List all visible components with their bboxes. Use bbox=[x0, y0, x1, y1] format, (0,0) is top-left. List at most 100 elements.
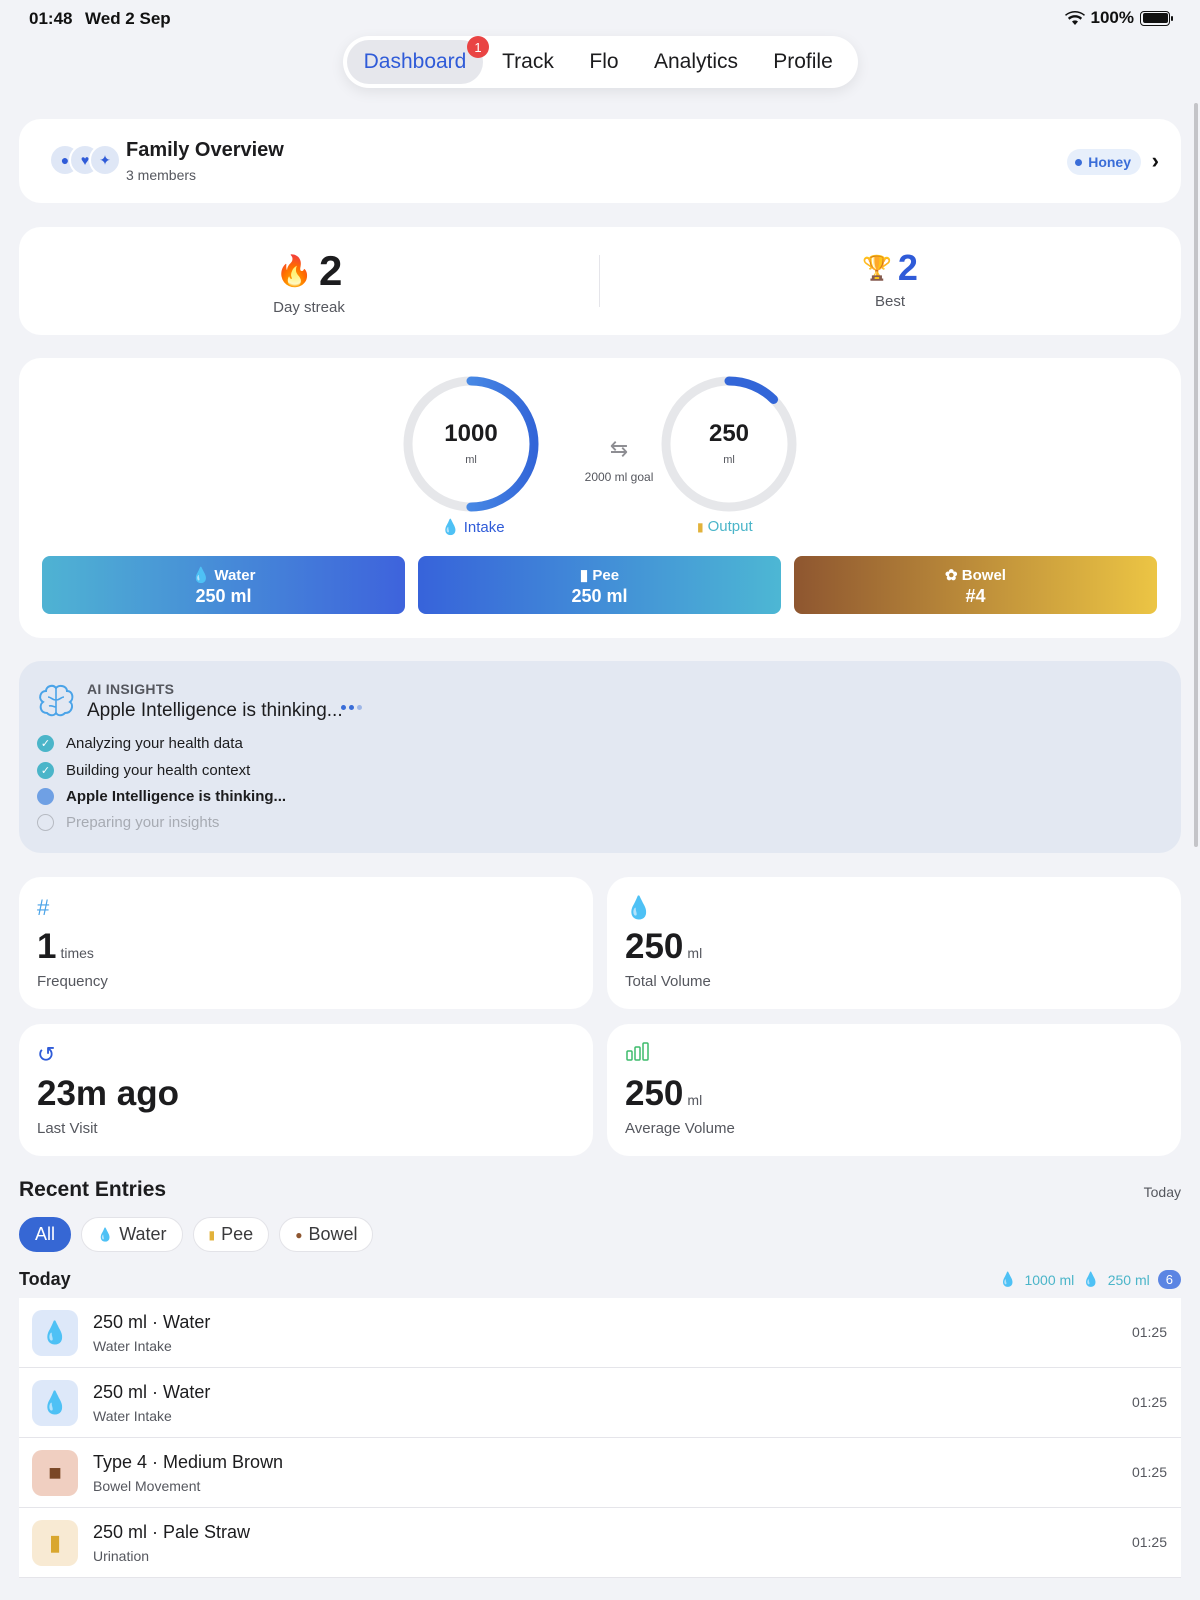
progress-dot-icon bbox=[37, 788, 54, 805]
list-item[interactable]: 💧 250 ml · Water Water Intake 01:25 bbox=[19, 1368, 1181, 1438]
tab-track[interactable]: Track bbox=[483, 40, 573, 84]
wifi-icon bbox=[1064, 10, 1085, 25]
list-item[interactable]: 💧 250 ml · Water Water Intake 01:25 bbox=[19, 1298, 1181, 1368]
tab-label: Flo bbox=[589, 50, 619, 73]
average-volume-label: Average Volume bbox=[625, 1120, 735, 1137]
streak-value: 2 bbox=[319, 247, 343, 294]
entry-subtitle: Water Intake bbox=[93, 1338, 172, 1354]
member-avatars: ● ♥ ✦ bbox=[49, 144, 125, 178]
tab-bar: Dashboard 1 Track Flo Analytics Profile bbox=[343, 36, 858, 88]
frequency-label: Frequency bbox=[37, 973, 108, 990]
sum-intake: 1000 ml bbox=[1024, 1271, 1075, 1288]
streak-card: 🔥 2 Day streak 🏆 2 Best bbox=[19, 227, 1181, 335]
family-title: Family Overview bbox=[126, 139, 284, 161]
drop-icon: 💧 bbox=[625, 895, 653, 920]
flower-icon: ✿ bbox=[945, 567, 958, 584]
fluid-balance-card: 1000 ml 💧 Intake ⇆ 2000 ml goal 250 ml ▮… bbox=[19, 358, 1181, 638]
best-streak: 🏆 2 Best bbox=[790, 247, 990, 310]
bowel-icon: ● bbox=[295, 1227, 303, 1242]
goal-label: 2000 ml goal bbox=[584, 470, 654, 484]
scrollbar[interactable] bbox=[1194, 103, 1198, 847]
intake-label-row: 💧 Intake bbox=[441, 518, 505, 537]
filter-label: Bowel bbox=[308, 1224, 358, 1244]
output-value: 250 bbox=[708, 420, 750, 447]
ai-step: ✓ Analyzing your health data bbox=[37, 735, 243, 752]
status-right: 100% bbox=[1064, 8, 1173, 28]
water-drop-icon: 💧 bbox=[441, 519, 460, 536]
output-unit: ml bbox=[723, 454, 735, 466]
entry-time: 01:25 bbox=[1131, 1464, 1167, 1480]
frequency-value: 1 bbox=[37, 927, 57, 966]
entry-time: 01:25 bbox=[1131, 1394, 1167, 1410]
notification-badge: 1 bbox=[467, 36, 489, 58]
urine-cup-icon: ▮ bbox=[697, 519, 704, 534]
output-label-row: ▮ Output bbox=[697, 518, 753, 535]
bowel-icon: ■ bbox=[32, 1450, 78, 1496]
status-date: Wed 2 Sep bbox=[85, 9, 171, 28]
ai-step: Preparing your insights bbox=[37, 814, 219, 831]
family-overview-card[interactable]: ● ♥ ✦ Family Overview 3 members Honey › bbox=[19, 119, 1181, 203]
filter-pee[interactable]: ▮ Pee bbox=[192, 1217, 270, 1252]
total-volume-unit: ml bbox=[687, 945, 703, 961]
intake-label: Intake bbox=[463, 518, 505, 536]
entry-title: Type 4 · Medium Brown bbox=[93, 1452, 284, 1472]
add-pee-button[interactable]: ▮ Pee 250 ml bbox=[418, 556, 781, 614]
ai-step-label: Analyzing your health data bbox=[66, 735, 243, 752]
intake-unit: ml bbox=[465, 454, 477, 466]
tab-label: Dashboard bbox=[363, 50, 467, 73]
filter-bowel[interactable]: ● Bowel bbox=[279, 1217, 374, 1252]
tab-analytics[interactable]: Analytics bbox=[635, 40, 757, 84]
add-water-title: Water bbox=[214, 567, 256, 584]
filter-all[interactable]: All bbox=[19, 1217, 72, 1252]
filter-water[interactable]: 💧 Water bbox=[81, 1217, 183, 1252]
hash-icon: # bbox=[37, 895, 50, 920]
dot-icon bbox=[1075, 158, 1083, 166]
ai-insights-card: AI INSIGHTS Apple Intelligence is thinki… bbox=[19, 661, 1181, 853]
add-bowel-button[interactable]: ✿ Bowel #4 bbox=[794, 556, 1157, 614]
current-streak: 🔥 2 Day streak bbox=[209, 247, 409, 316]
average-volume-unit: ml bbox=[687, 1092, 703, 1108]
flame-icon: 🔥 bbox=[275, 254, 313, 288]
list-item[interactable]: ▮ 250 ml · Pale Straw Urination 01:25 bbox=[19, 1508, 1181, 1578]
entry-subtitle: Water Intake bbox=[93, 1408, 172, 1424]
active-member-pill[interactable]: Honey bbox=[1067, 149, 1141, 175]
battery-percent: 100% bbox=[1090, 8, 1134, 27]
chevron-right-icon[interactable]: › bbox=[1151, 148, 1159, 173]
frequency-stat-card[interactable]: # 1 times Frequency bbox=[19, 877, 593, 1009]
status-bar: 01:48 Wed 2 Sep 100% bbox=[0, 0, 1200, 36]
output-ring[interactable]: 250 ml bbox=[659, 374, 799, 514]
sum-output: 250 ml bbox=[1107, 1271, 1150, 1288]
tab-profile[interactable]: Profile bbox=[757, 40, 849, 84]
goal-indicator: ⇆ 2000 ml goal bbox=[559, 436, 679, 484]
divider bbox=[599, 255, 600, 307]
group-summary: 💧 1000 ml 💧 250 ml 6 bbox=[999, 1270, 1181, 1289]
urine-cup-icon: ▮ bbox=[208, 1227, 216, 1242]
intake-ring[interactable]: 1000 ml bbox=[401, 374, 541, 514]
output-ring-graphic bbox=[661, 376, 797, 512]
ai-step-label: Building your health context bbox=[66, 762, 251, 779]
thinking-dots-icon bbox=[341, 705, 362, 710]
tab-dashboard[interactable]: Dashboard 1 bbox=[347, 36, 489, 84]
tab-flo[interactable]: Flo bbox=[573, 40, 635, 84]
add-pee-value: 250 ml bbox=[571, 586, 628, 606]
total-volume-stat-card[interactable]: 💧 250 ml Total Volume bbox=[607, 877, 1181, 1009]
ai-step-label: Apple Intelligence is thinking... bbox=[66, 788, 287, 805]
add-water-button[interactable]: 💧 Water 250 ml bbox=[42, 556, 405, 614]
average-volume-value: 250 bbox=[625, 1074, 684, 1113]
average-volume-stat-card[interactable]: 250 ml Average Volume bbox=[607, 1024, 1181, 1156]
ai-heading: Apple Intelligence is thinking... bbox=[87, 700, 343, 721]
battery-icon bbox=[1140, 10, 1173, 26]
best-label: Best bbox=[874, 293, 905, 310]
water-drop-icon: 💧 bbox=[32, 1310, 78, 1356]
output-label: Output bbox=[707, 518, 753, 535]
last-visit-stat-card[interactable]: ↺ 23m ago Last Visit bbox=[19, 1024, 593, 1156]
filter-label: Water bbox=[119, 1224, 167, 1244]
cup-icon: ▮ bbox=[579, 567, 589, 584]
recent-entries-title: Recent Entries bbox=[19, 1178, 167, 1201]
history-icon: ↺ bbox=[37, 1042, 56, 1067]
total-volume-value: 250 bbox=[625, 927, 684, 966]
intake-value: 1000 bbox=[444, 420, 498, 447]
list-item[interactable]: ■ Type 4 · Medium Brown Bowel Movement 0… bbox=[19, 1438, 1181, 1508]
active-member-name: Honey bbox=[1088, 154, 1131, 170]
recent-range-button[interactable]: Today bbox=[1143, 1184, 1181, 1200]
